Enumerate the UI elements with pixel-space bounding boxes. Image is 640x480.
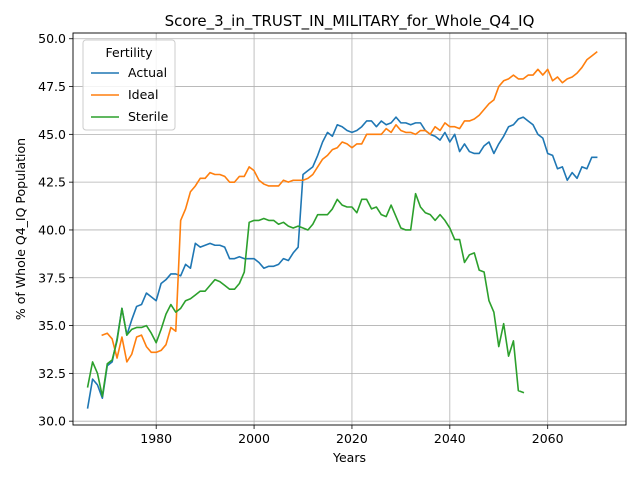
legend-box	[82, 39, 176, 131]
series-layer	[86, 50, 598, 409]
y-tick-label: 42.5	[38, 175, 66, 190]
axis-ticks: 1980 2000 2020 2040 2060 30.0 32.5 35.0 37.5 40.0…	[38, 31, 563, 446]
plot-frame	[72, 32, 627, 426]
series-line-sterile	[86, 192, 525, 398]
x-axis-label: Years	[332, 450, 366, 465]
legend: Fertility Actual Ideal Sterile	[82, 39, 176, 131]
y-tick-label: 37.5	[38, 270, 66, 285]
y-tick-label: 40.0	[38, 222, 66, 237]
grid	[73, 33, 626, 425]
y-tick-label: 50.0	[38, 31, 66, 46]
x-tick-label: 2020	[336, 431, 368, 446]
series-line-actual	[86, 116, 598, 409]
x-tick-label: 1980	[140, 431, 172, 446]
y-tick-label: 35.0	[38, 318, 66, 333]
legend-label-actual: Actual	[128, 65, 167, 80]
chart-title: Score_3_in_TRUST_IN_MILITARY_for_Whole_Q…	[165, 12, 535, 31]
legend-title: Fertility	[106, 45, 154, 60]
y-tick-label: 30.0	[38, 414, 66, 429]
y-tick-label: 47.5	[38, 79, 66, 94]
y-tick-label: 45.0	[38, 127, 66, 142]
x-tick-label: 2040	[434, 431, 466, 446]
series-line-ideal	[101, 50, 598, 363]
y-axis-label: % of Whole Q4_IQ Population	[13, 138, 28, 320]
x-tick-label: 2060	[532, 431, 564, 446]
legend-label-sterile: Sterile	[128, 109, 169, 124]
y-tick-label: 32.5	[38, 366, 66, 381]
legend-label-ideal: Ideal	[128, 87, 158, 102]
x-tick-label: 2000	[238, 431, 270, 446]
